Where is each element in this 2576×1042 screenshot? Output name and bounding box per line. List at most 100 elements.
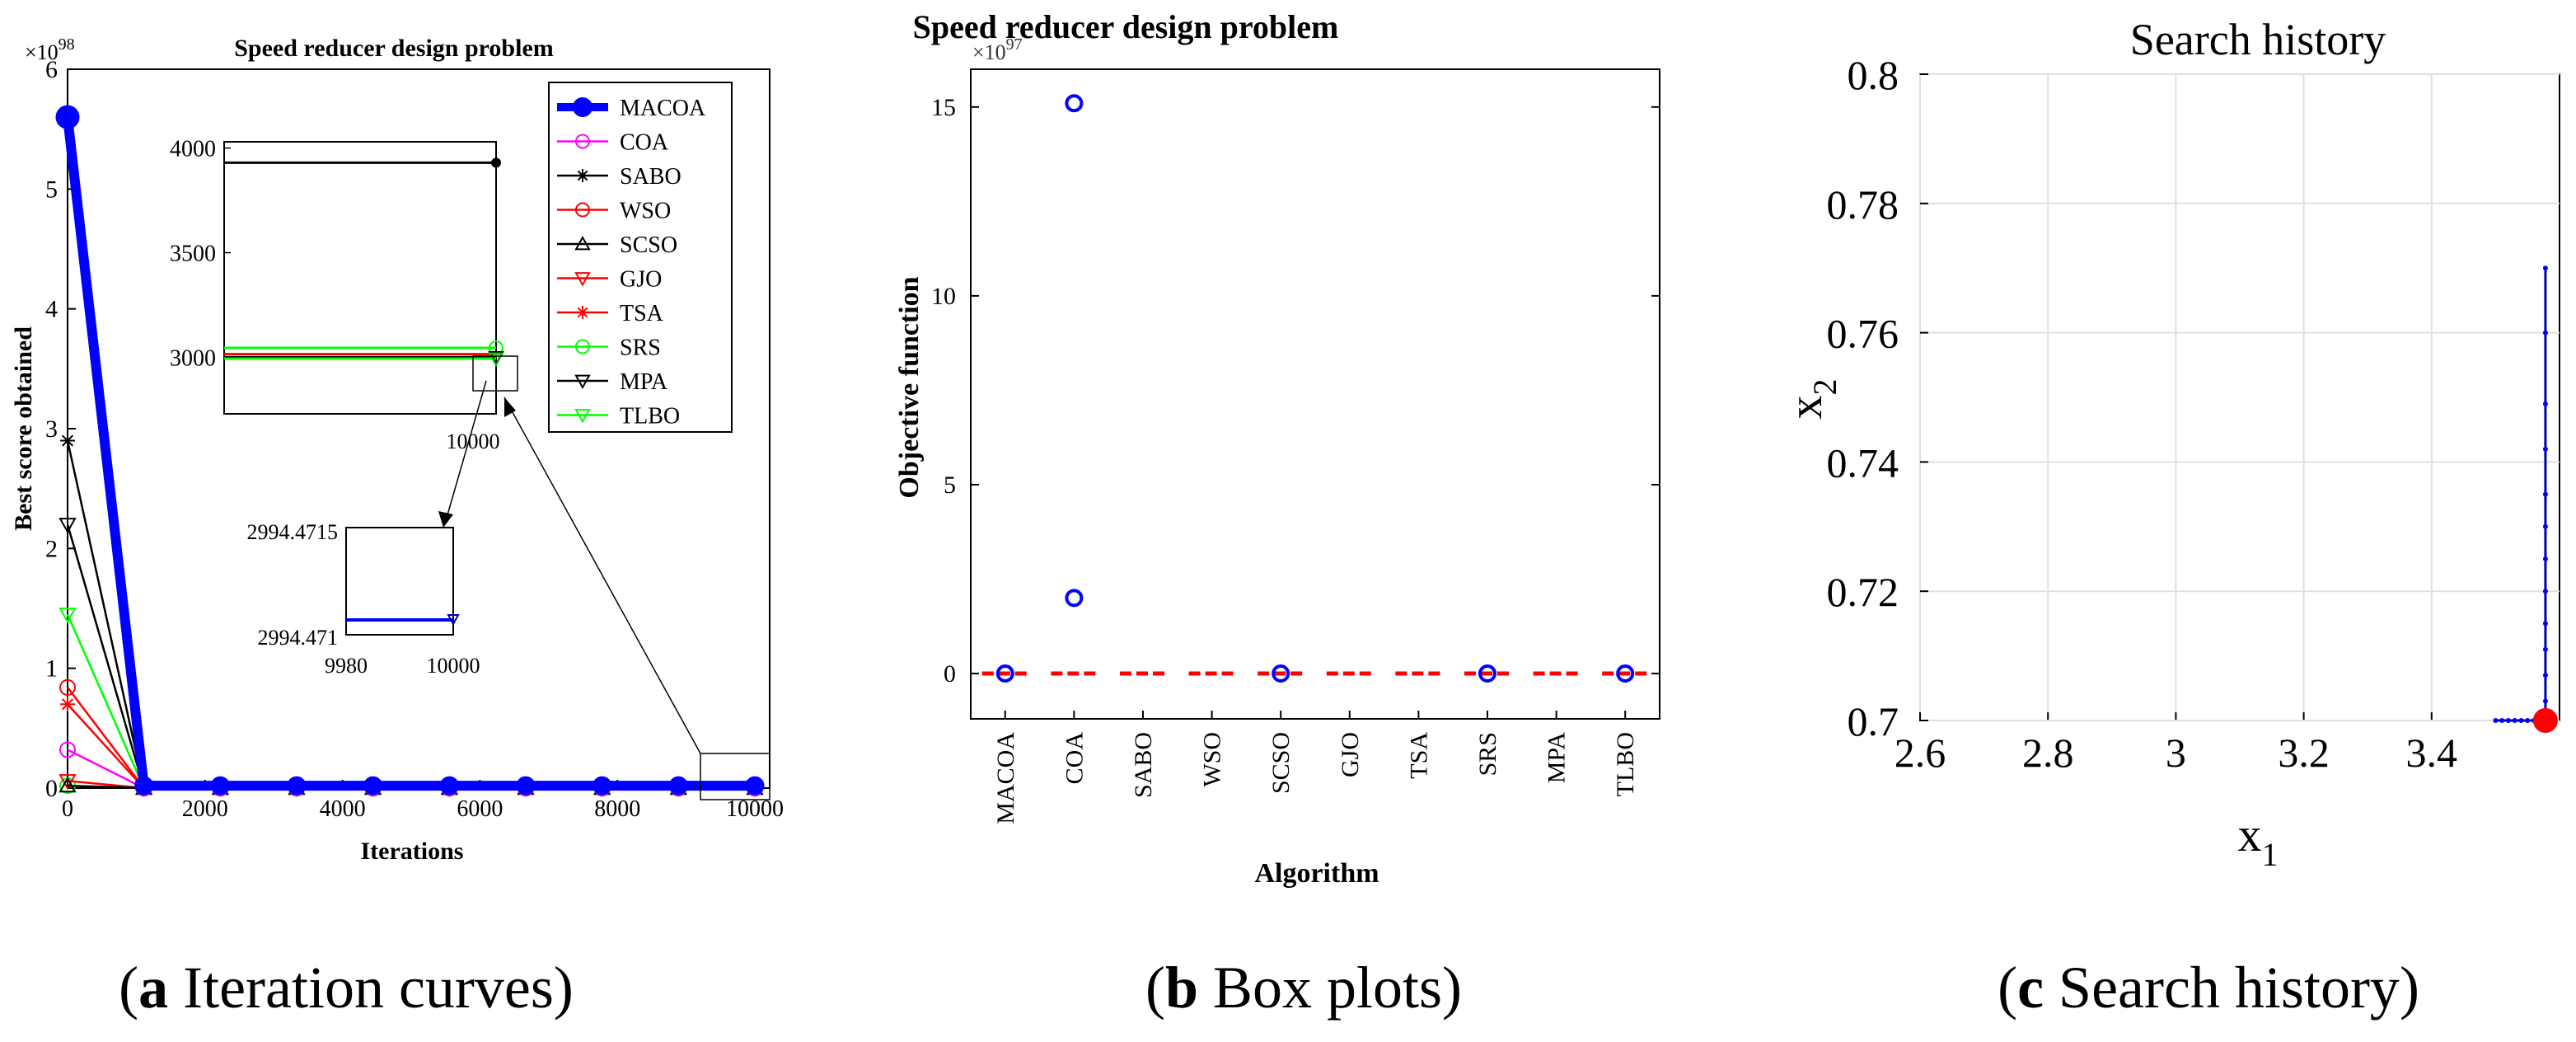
panel-b-ticks: 0 5 10 15 MACOA COA SABO WSO SCSO GJO TSA SRS MPA TLB…	[931, 94, 1660, 824]
legend-label-macoa: MACOA	[620, 96, 706, 121]
panel-a-xlabel: Iterations	[361, 838, 464, 865]
outlier-point-tlbo	[1616, 664, 1635, 683]
search-point	[2542, 556, 2548, 561]
y-tick-label: 0.76	[1827, 311, 1899, 357]
legend-label-gjo: GJO	[620, 267, 662, 293]
inset-large-xtick: 10000	[447, 429, 500, 453]
search-point	[2518, 718, 2524, 723]
x-tick-label: SCSO	[1267, 732, 1295, 794]
data-point-macoa	[55, 105, 80, 129]
inset-marker-srs	[489, 340, 503, 356]
x-tick-label: 6000	[457, 796, 503, 822]
x-tick-label: 2.8	[2022, 730, 2074, 776]
inset-small-frame	[345, 527, 454, 636]
search-point	[2542, 698, 2548, 704]
legend-marker-sabo	[576, 169, 589, 182]
legend-marker-coa	[575, 134, 590, 149]
caption-a: (a Iteration curves)	[119, 955, 574, 1021]
legend-marker-mpa	[574, 374, 591, 390]
panel-a-legend: MACOA COA SABO WSO SCSO GJO TSA SRS MPA TLBO	[548, 82, 733, 433]
search-point	[2512, 718, 2517, 723]
inset-small-xtick-left: 9980	[325, 654, 368, 678]
y-tick-label: 0.7	[1848, 698, 1899, 744]
data-point-macoa	[439, 776, 459, 796]
inset-small-xtick-right: 10000	[427, 654, 480, 678]
inset-small-ytick-top: 2994.4715	[247, 520, 339, 544]
inset-marker-sabo	[491, 157, 501, 168]
y-tick-label: 1	[45, 655, 58, 683]
y-tick-label: 10	[931, 283, 956, 310]
search-point	[2542, 265, 2548, 271]
x-tick-label: COA	[1061, 732, 1088, 785]
series-line-macoa	[63, 116, 755, 791]
panel-c-ticks: 2.6 2.8 3 3.2 3.4 0.7 0.72 0.74 0.76 0.78 0.8	[1827, 52, 2560, 776]
panel-c-axes-frame	[1919, 73, 2560, 721]
legend-items: MACOA COA SABO WSO SCSO GJO TSA SRS MPA TLBO	[557, 96, 706, 429]
data-point-macoa	[516, 776, 536, 796]
y-tick-label: 0.74	[1827, 439, 1899, 486]
search-point	[2542, 401, 2548, 406]
x-tick-label: 4000	[320, 796, 366, 822]
legend-label-scso: SCSO	[620, 232, 677, 258]
data-point-macoa	[592, 776, 612, 796]
inset-y-tick-label: 3000	[170, 345, 216, 371]
x-tick-label: SRS	[1474, 732, 1501, 776]
legend-marker-gjo	[574, 272, 591, 287]
inset-large-frame	[223, 141, 497, 415]
data-point-coa	[59, 741, 76, 758]
legend-marker-tsa-stroke	[577, 307, 588, 318]
data-point-macoa	[287, 776, 307, 796]
search-point	[2499, 718, 2505, 723]
zoom-connector-inset	[446, 380, 487, 519]
inset-marker-tlbo	[488, 352, 504, 368]
outlier-point-srs	[1478, 664, 1496, 683]
panel-a-inset-large: 3000 3500 4000 10000	[170, 137, 518, 453]
series-line-tlbo	[66, 613, 755, 790]
caption-b: (b Box plots)	[1145, 955, 1462, 1021]
legend-marker-macoa	[573, 97, 592, 117]
x-tick-label: TSA	[1405, 732, 1432, 779]
inset-y-tick-label: 3500	[170, 242, 216, 267]
x-tick-label: TLBO	[1612, 732, 1639, 796]
data-point-macoa	[363, 776, 383, 796]
panel-a-iteration-curves: Speed reducer design problem ×1098 0 2000…	[10, 35, 784, 865]
panel-a-inset-small: 2994.4715 2994.471 9980 10000	[247, 520, 480, 678]
search-point	[2542, 589, 2548, 594]
legend-marker-srs	[575, 339, 590, 354]
legend-label-tlbo: TLBO	[620, 404, 680, 429]
legend-marker-sabo-stroke	[577, 170, 588, 181]
x-tick-label: WSO	[1199, 732, 1226, 787]
data-point-sabo-stroke	[61, 434, 74, 447]
data-point-gjo	[59, 774, 77, 791]
series-line-wso	[67, 687, 755, 790]
search-point	[2493, 718, 2499, 723]
y-tick-label: 2	[45, 535, 58, 562]
search-point	[2542, 523, 2548, 529]
inset-large-zoom-box	[472, 355, 518, 392]
panel-a-title: Speed reducer design problem	[234, 35, 554, 62]
y-tick-label: 0.78	[1827, 181, 1899, 228]
legend-label-coa: COA	[620, 130, 669, 156]
data-point-macoa	[668, 776, 688, 796]
data-point-tlbo	[59, 608, 77, 624]
search-point	[2542, 673, 2548, 678]
search-point	[2505, 718, 2511, 723]
y-tick-label: 4	[45, 296, 58, 323]
legend-label-mpa: MPA	[620, 369, 668, 395]
search-point	[2542, 621, 2548, 627]
panel-a-ticks: 0 2000 4000 6000 8000 10000 0 1 2 3 4 5 6	[45, 56, 784, 822]
legend-marker-wso	[575, 202, 590, 218]
data-point-macoa	[134, 776, 154, 796]
x-tick-label: 3.4	[2406, 730, 2458, 776]
search-point	[2542, 646, 2548, 652]
data-point-macoa	[210, 776, 230, 796]
panel-b-axes-frame	[970, 68, 1660, 720]
panel-b-box-plots: Speed reducer design problem ×1097 0 5 10 1…	[894, 8, 1660, 889]
y-tick-label: 15	[931, 94, 956, 121]
best-solution-point	[2532, 708, 2558, 733]
search-point	[2542, 491, 2548, 497]
legend-marker-tsa	[576, 306, 589, 319]
panel-a-ylabel: Best score obtained	[10, 326, 37, 531]
legend-marker-tlbo	[574, 409, 591, 424]
